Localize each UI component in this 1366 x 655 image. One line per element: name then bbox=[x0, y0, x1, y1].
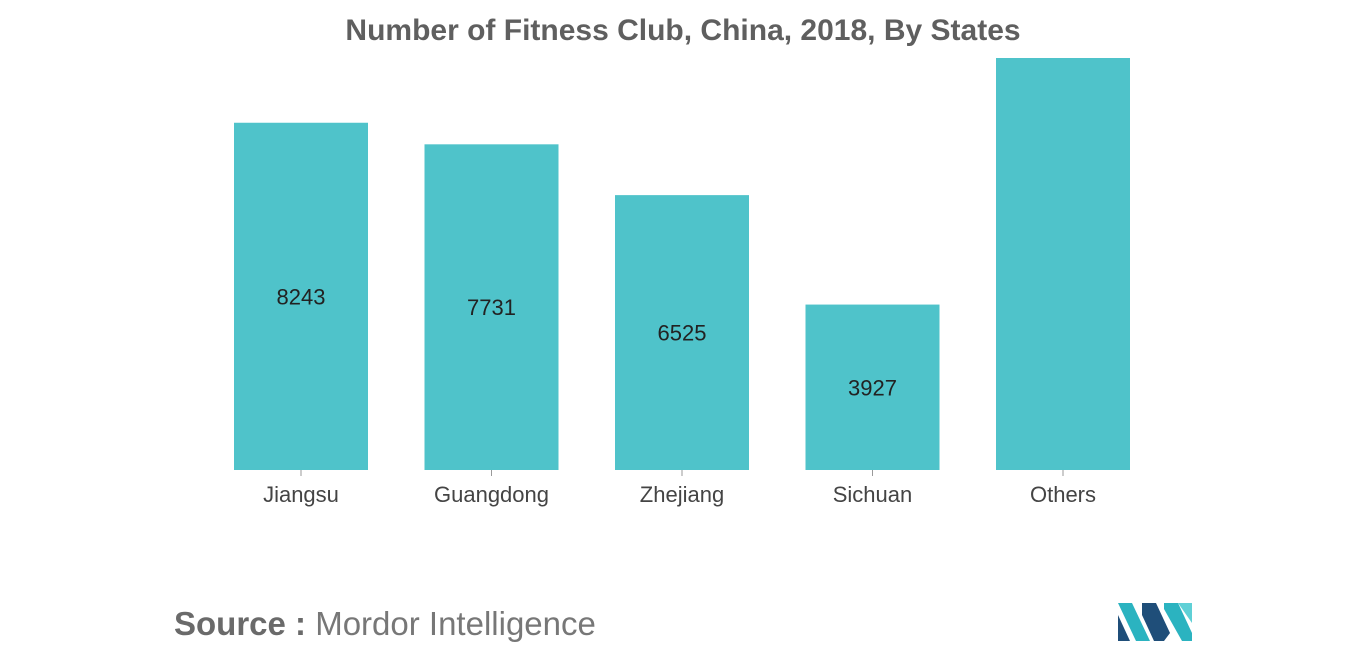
bars-group bbox=[234, 58, 1130, 471]
x-tick-label-zhejiang: Zhejiang bbox=[640, 482, 724, 507]
x-tick-label-guangdong: Guangdong bbox=[434, 482, 549, 507]
x-tick-label-jiangsu: Jiangsu bbox=[263, 482, 339, 507]
bar-guangdong bbox=[424, 144, 559, 470]
mordor-intelligence-logo-icon bbox=[1118, 603, 1192, 641]
bar-sichuan bbox=[805, 304, 940, 470]
source-note: Source : Mordor Intelligence bbox=[174, 605, 596, 643]
bar-zhejiang bbox=[615, 195, 749, 471]
data-label-jiangsu: 8243 bbox=[277, 284, 326, 309]
ticks-group bbox=[300, 470, 1064, 476]
data-label-sichuan: 3927 bbox=[848, 375, 897, 400]
bar-labels-group: 8243 7731 6525 3927 bbox=[277, 284, 897, 400]
x-tick-label-others: Others bbox=[1030, 482, 1096, 507]
x-tick-labels-group: Jiangsu Guangdong Zhejiang Sichuan Others bbox=[263, 482, 1096, 507]
data-label-guangdong: 7731 bbox=[467, 295, 516, 320]
source-value: Mordor Intelligence bbox=[315, 605, 596, 642]
bar-others bbox=[996, 58, 1130, 470]
x-tick-label-sichuan: Sichuan bbox=[833, 482, 913, 507]
chart-title: Number of Fitness Club, China, 2018, By … bbox=[345, 14, 1021, 47]
data-label-zhejiang: 6525 bbox=[658, 321, 707, 346]
source-key: Source : bbox=[174, 605, 307, 642]
bar-chart: 8243 7731 6525 3927 Jiangsu Guangdong Zhejian… bbox=[234, 58, 1130, 507]
bar-jiangsu bbox=[234, 122, 368, 471]
